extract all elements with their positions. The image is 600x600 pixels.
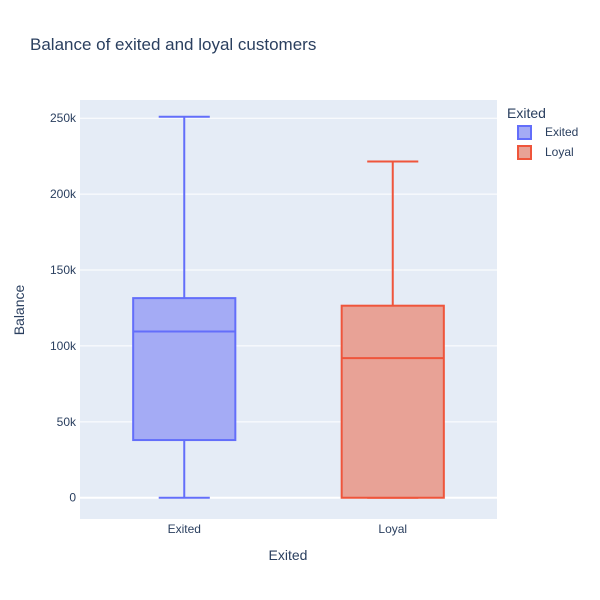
y-axis-ticks: 0 50k 100k 150k 200k 250k <box>50 111 77 505</box>
box-exited[interactable] <box>132 115 237 499</box>
x-tick-label: Loyal <box>378 522 407 536</box>
y-tick-label: 0 <box>69 491 76 505</box>
y-axis-title: Balance <box>11 284 27 335</box>
x-tick-label: Exited <box>168 522 201 536</box>
boxes <box>132 115 445 499</box>
box-loyal[interactable] <box>340 160 445 499</box>
chart-title: Balance of exited and loyal customers <box>30 35 316 54</box>
legend-item-exited[interactable]: Exited <box>517 125 578 140</box>
iqr-box <box>132 297 237 442</box>
legend-swatch <box>517 125 532 140</box>
y-tick-label: 200k <box>50 187 77 201</box>
legend-label: Exited <box>545 125 578 139</box>
y-tick-label: 50k <box>57 415 77 429</box>
legend-swatch <box>517 145 532 160</box>
legend[interactable]: Exited Loyal <box>517 125 578 160</box>
x-axis-title: Exited <box>269 547 308 563</box>
legend-label: Loyal <box>545 145 574 159</box>
y-tick-label: 150k <box>50 263 77 277</box>
x-axis-ticks: Exited Loyal <box>168 522 408 536</box>
iqr-box <box>340 304 445 499</box>
legend-item-loyal[interactable]: Loyal <box>517 145 574 160</box>
y-tick-label: 250k <box>50 111 77 125</box>
legend-title: Exited <box>507 105 546 121</box>
y-tick-label: 100k <box>50 339 77 353</box>
